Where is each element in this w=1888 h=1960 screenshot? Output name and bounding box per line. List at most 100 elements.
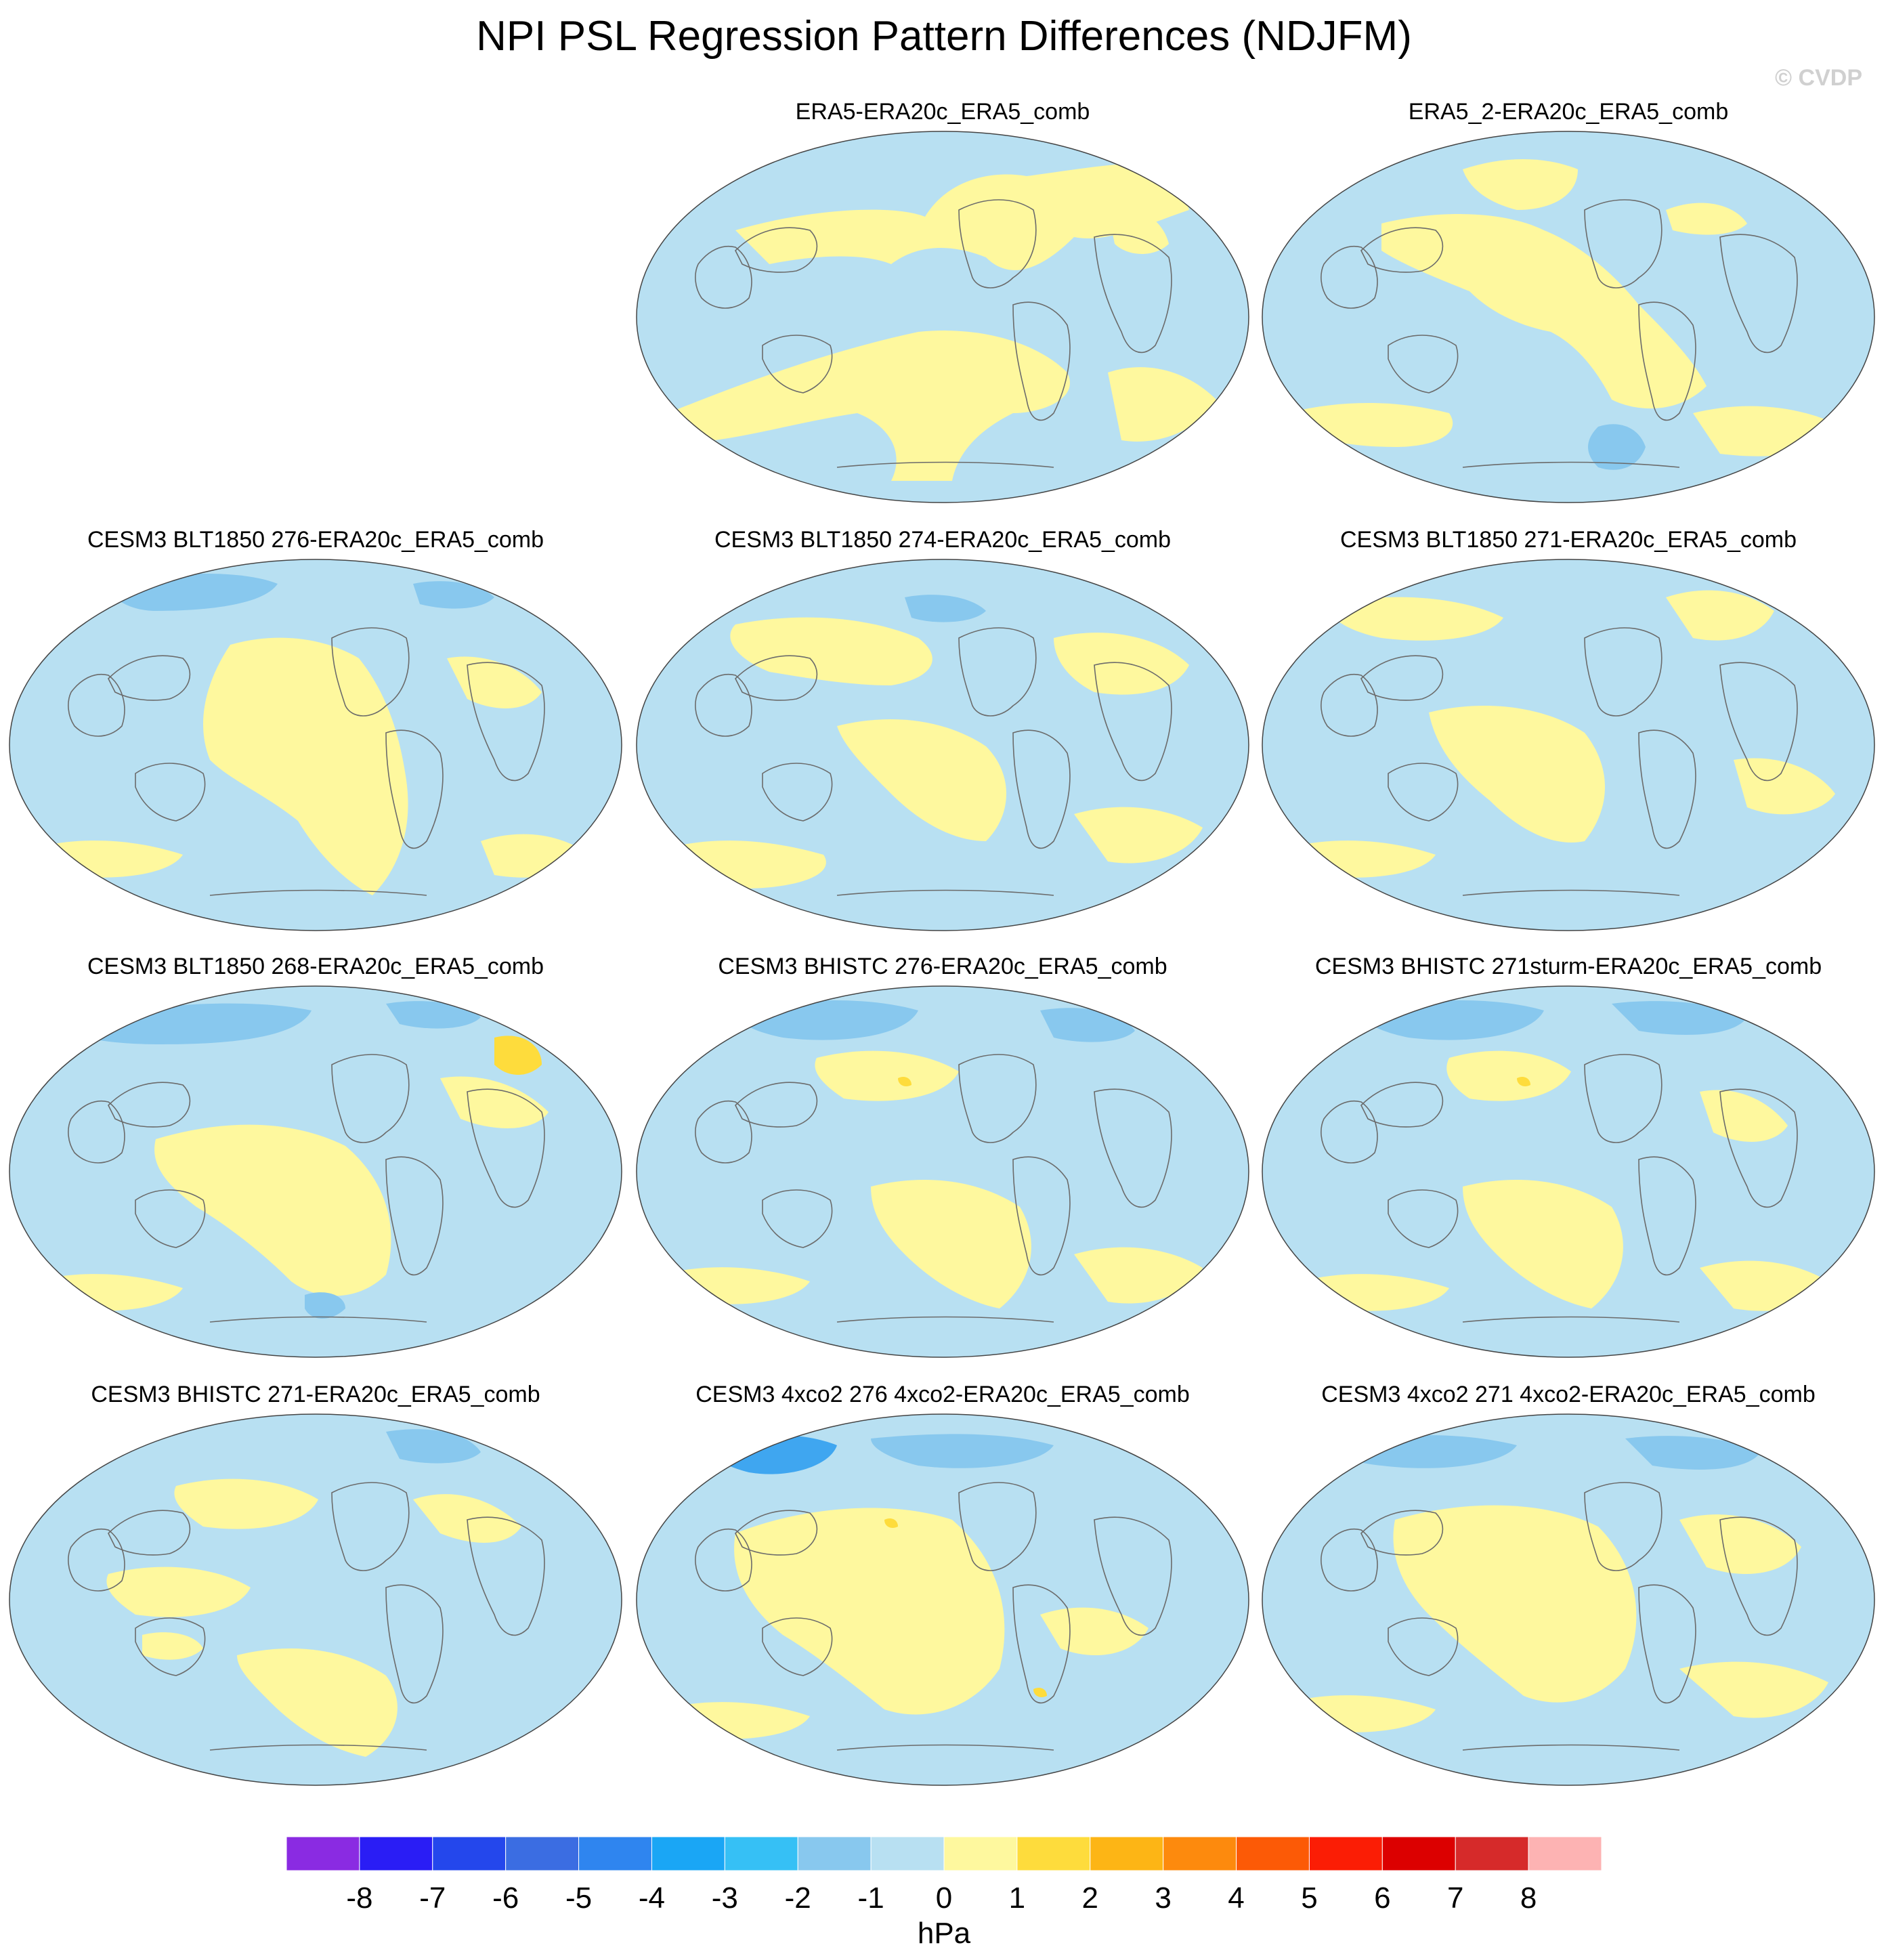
cvdp-watermark: © CVDP xyxy=(1775,65,1862,91)
colorbar-box xyxy=(651,1837,725,1871)
coastlines xyxy=(1321,199,1798,468)
map-panel: CESM3 BHISTC 271sturm-ERA20c_ERA5_comb xyxy=(1260,954,1877,1360)
negative-anomaly-region xyxy=(905,595,986,622)
coastlines xyxy=(68,1054,545,1323)
coastline xyxy=(1012,729,1071,849)
colorbar-box xyxy=(1090,1837,1164,1871)
coastline xyxy=(135,1189,206,1248)
coastline xyxy=(735,1082,818,1128)
coastline xyxy=(135,1617,206,1676)
coastline xyxy=(735,655,818,701)
positive-anomaly-region xyxy=(1463,1180,1623,1308)
coastline xyxy=(1388,1617,1459,1676)
negative-anomaly-region xyxy=(1040,1008,1135,1042)
map-panel: CESM3 BLT1850 276-ERA20c_ERA5_comb xyxy=(7,527,624,933)
coastline xyxy=(1719,1516,1798,1636)
map-border xyxy=(1262,1413,1875,1786)
panel-title: CESM3 BLT1850 274-ERA20c_ERA5_comb xyxy=(714,527,1172,553)
coastline xyxy=(1360,227,1444,273)
positive-anomaly-region xyxy=(494,1036,542,1075)
coastline xyxy=(1462,1744,1680,1751)
coastline xyxy=(1321,1101,1378,1164)
positive-anomaly-region xyxy=(1463,159,1578,210)
coastline xyxy=(762,763,833,822)
negative-anomaly-region xyxy=(1588,424,1646,470)
coastline xyxy=(1388,1189,1459,1248)
coastline xyxy=(1094,1516,1172,1636)
map-fill-group xyxy=(9,1414,622,1785)
panel-title: ERA5-ERA20c_ERA5_comb xyxy=(795,99,1090,125)
positive-anomaly-region xyxy=(815,1050,959,1101)
map-plot xyxy=(1262,131,1875,503)
coastline xyxy=(958,199,1037,289)
positive-anomaly-region xyxy=(1381,214,1707,409)
positive-anomaly-region xyxy=(734,1508,1005,1715)
coastlines xyxy=(695,627,1172,896)
positive-anomaly-region xyxy=(1287,403,1453,447)
coastline xyxy=(1388,335,1459,393)
map-border xyxy=(9,559,622,931)
map-border xyxy=(636,559,1249,931)
coastline xyxy=(108,1082,191,1128)
map-panel: CESM3 4xco2 271 4xco2-ERA20c_ERA5_comb xyxy=(1260,1382,1877,1788)
coastline xyxy=(1094,662,1172,782)
map-border xyxy=(636,131,1249,503)
map-fill-group xyxy=(1262,131,1874,503)
map-fill-group xyxy=(9,559,622,931)
colorbar-labels: -8 -7 -6 -5 -4 -3 -2 -1 0 1 2 3 4 5 6 7 8 xyxy=(0,1881,1888,1922)
positive-anomaly-region xyxy=(174,1478,318,1529)
positive-anomaly-region xyxy=(1679,1661,1828,1718)
map-border xyxy=(1262,131,1875,503)
coastline xyxy=(695,1101,752,1164)
positive-anomaly-region xyxy=(1108,367,1216,442)
coastline xyxy=(1638,301,1696,421)
panel-title: CESM3 BHISTC 276-ERA20c_ERA5_comb xyxy=(718,954,1167,979)
coastline xyxy=(1584,1054,1662,1143)
negative-anomaly-region xyxy=(386,1429,481,1464)
map-plot xyxy=(1262,559,1875,931)
negative-anomaly-region xyxy=(413,581,494,609)
colorbar-tick-label: -2 xyxy=(784,1881,811,1915)
positive-anomaly-region xyxy=(1040,1607,1149,1655)
coastline xyxy=(836,461,1054,468)
map-panel: ERA5_2-ERA20c_ERA5_comb xyxy=(1260,99,1877,505)
negative-anomaly-region xyxy=(1625,1436,1761,1470)
colorbar-tick-label: 3 xyxy=(1155,1881,1172,1915)
colorbar xyxy=(286,1837,1602,1871)
panel-title: CESM3 BHISTC 271-ERA20c_ERA5_comb xyxy=(91,1382,540,1407)
colorbar-tick-label: 6 xyxy=(1374,1881,1391,1915)
coastline xyxy=(1094,1088,1172,1208)
map-plot xyxy=(1262,985,1875,1358)
map-plot xyxy=(636,559,1249,931)
positive-anomaly-region xyxy=(154,1124,391,1296)
figure-title: NPI PSL Regression Pattern Differences (… xyxy=(476,13,1412,60)
coastline xyxy=(209,889,427,896)
coastlines xyxy=(1321,1054,1798,1323)
colorbar-box xyxy=(286,1837,360,1871)
colorbar-box xyxy=(505,1837,580,1871)
colorbar-box xyxy=(1236,1837,1310,1871)
colorbar-box xyxy=(1163,1837,1237,1871)
positive-anomaly-region xyxy=(1666,590,1774,641)
positive-anomaly-region xyxy=(1033,1688,1047,1697)
coastline xyxy=(1462,889,1680,896)
coastline xyxy=(1719,1088,1798,1208)
positive-anomaly-region xyxy=(898,1077,911,1086)
coastline xyxy=(331,1054,410,1143)
positive-anomaly-region xyxy=(1108,208,1169,254)
colorbar-unit: hPa xyxy=(917,1917,971,1950)
coastlines xyxy=(695,1482,1172,1751)
coastline xyxy=(1094,234,1172,354)
coastline xyxy=(209,1316,427,1323)
coastline xyxy=(762,1189,833,1248)
coastline xyxy=(958,1054,1037,1143)
coastline xyxy=(1462,461,1680,468)
panel-title: CESM3 4xco2 276 4xco2-ERA20c_ERA5_comb xyxy=(695,1382,1190,1407)
coastline xyxy=(695,246,752,309)
positive-anomaly-region xyxy=(871,1180,1031,1308)
map-panel: ERA5-ERA20c_ERA5_comb xyxy=(634,99,1251,505)
positive-anomaly-region xyxy=(106,1567,251,1617)
colorbar-tick-label: 4 xyxy=(1228,1881,1245,1915)
coastline xyxy=(1584,1482,1662,1571)
positive-anomaly-region xyxy=(1327,597,1503,641)
